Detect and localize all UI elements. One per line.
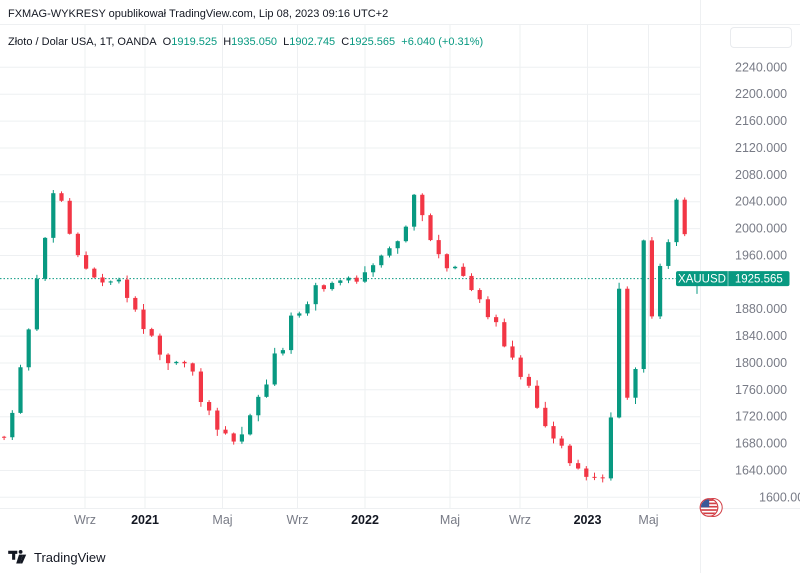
svg-text:1880.000: 1880.000 xyxy=(735,302,787,316)
svg-text:2200.000: 2200.000 xyxy=(735,87,787,101)
svg-text:2160.000: 2160.000 xyxy=(735,114,787,128)
svg-text:Maj: Maj xyxy=(440,513,460,527)
svg-text:1640.000: 1640.000 xyxy=(735,464,787,478)
svg-text:1960.000: 1960.000 xyxy=(735,249,787,263)
svg-text:2021: 2021 xyxy=(131,513,159,527)
svg-text:1680.000: 1680.000 xyxy=(735,437,787,451)
svg-text:1600.000: 1600.000 xyxy=(759,490,800,504)
svg-text:Wrz: Wrz xyxy=(74,513,96,527)
svg-text:2022: 2022 xyxy=(351,513,379,527)
svg-text:Wrz: Wrz xyxy=(509,513,531,527)
svg-text:2040.000: 2040.000 xyxy=(735,195,787,209)
svg-text:2240.000: 2240.000 xyxy=(735,60,787,74)
svg-text:1720.000: 1720.000 xyxy=(735,410,787,424)
svg-text:1840.000: 1840.000 xyxy=(735,329,787,343)
svg-text:2000.000: 2000.000 xyxy=(735,222,787,236)
svg-text:XAUUSD: XAUUSD xyxy=(678,274,726,286)
svg-text:Wrz: Wrz xyxy=(287,513,309,527)
svg-text:Maj: Maj xyxy=(212,513,232,527)
svg-text:1925.565: 1925.565 xyxy=(735,274,783,286)
svg-text:1760.000: 1760.000 xyxy=(735,383,787,397)
svg-text:1800.000: 1800.000 xyxy=(735,356,787,370)
svg-text:2023: 2023 xyxy=(574,513,602,527)
svg-text:2120.000: 2120.000 xyxy=(735,141,787,155)
svg-text:2080.000: 2080.000 xyxy=(735,168,787,182)
svg-text:Maj: Maj xyxy=(638,513,658,527)
